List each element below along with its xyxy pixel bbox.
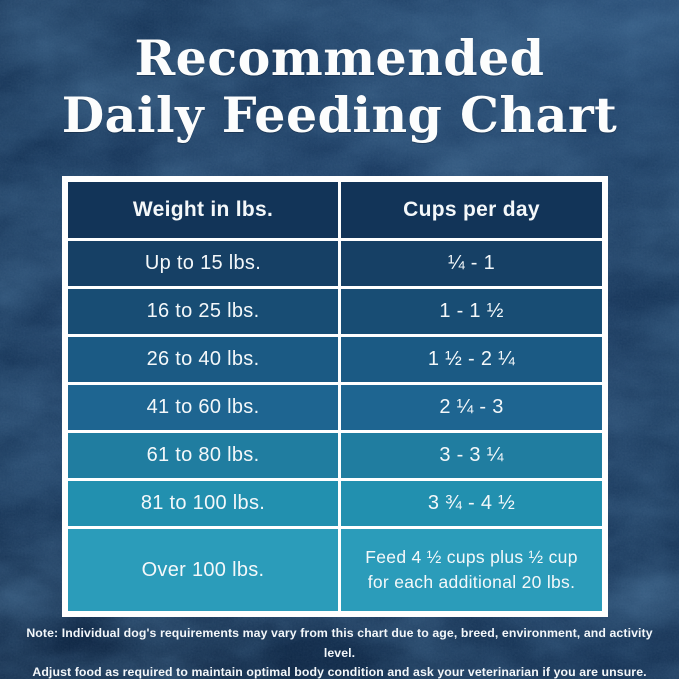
table-row: 61 to 80 lbs. 3 - 3 ¼ bbox=[68, 433, 602, 478]
weight-cell: Up to 15 lbs. bbox=[68, 241, 338, 286]
page-title-line-2: Daily Feeding Chart bbox=[61, 86, 618, 144]
weight-cell: Over 100 lbs. bbox=[68, 529, 338, 611]
table-row: 81 to 100 lbs. 3 ¾ - 4 ½ bbox=[68, 481, 602, 526]
weight-cell: 61 to 80 lbs. bbox=[68, 433, 338, 478]
footnote: Note: Individual dog's requirements may … bbox=[20, 624, 659, 679]
cups-cell: 3 - 3 ¼ bbox=[341, 433, 602, 478]
footnote-line-2: Adjust food as required to maintain opti… bbox=[32, 665, 647, 679]
weight-cell: 81 to 100 lbs. bbox=[68, 481, 338, 526]
table-header-row: Weight in lbs. Cups per day bbox=[68, 182, 602, 238]
table-row: Over 100 lbs. Feed 4 ½ cups plus ½ cup f… bbox=[68, 529, 602, 611]
cups-cell: ¼ - 1 bbox=[341, 241, 602, 286]
weight-cell: 41 to 60 lbs. bbox=[68, 385, 338, 430]
column-header-weight: Weight in lbs. bbox=[68, 182, 338, 238]
table-row: Up to 15 lbs. ¼ - 1 bbox=[68, 241, 602, 286]
weight-cell: 26 to 40 lbs. bbox=[68, 337, 338, 382]
cups-cell: 3 ¾ - 4 ½ bbox=[341, 481, 602, 526]
footnote-line-1: Note: Individual dog's requirements may … bbox=[26, 626, 653, 660]
cups-cell: Feed 4 ½ cups plus ½ cup for each additi… bbox=[341, 529, 602, 611]
cups-cell: 2 ¼ - 3 bbox=[341, 385, 602, 430]
feeding-chart-table: Weight in lbs. Cups per day Up to 15 lbs… bbox=[62, 176, 608, 617]
cups-cell: 1 - 1 ½ bbox=[341, 289, 602, 334]
table-row: 16 to 25 lbs. 1 - 1 ½ bbox=[68, 289, 602, 334]
page-title: Recommended Daily Feeding Chart bbox=[0, 30, 679, 144]
column-header-cups: Cups per day bbox=[341, 182, 602, 238]
table-row: 41 to 60 lbs. 2 ¼ - 3 bbox=[68, 385, 602, 430]
cups-cell: 1 ½ - 2 ¼ bbox=[341, 337, 602, 382]
weight-cell: 16 to 25 lbs. bbox=[68, 289, 338, 334]
page-title-line-1: Recommended bbox=[134, 29, 545, 87]
table-row: 26 to 40 lbs. 1 ½ - 2 ¼ bbox=[68, 337, 602, 382]
